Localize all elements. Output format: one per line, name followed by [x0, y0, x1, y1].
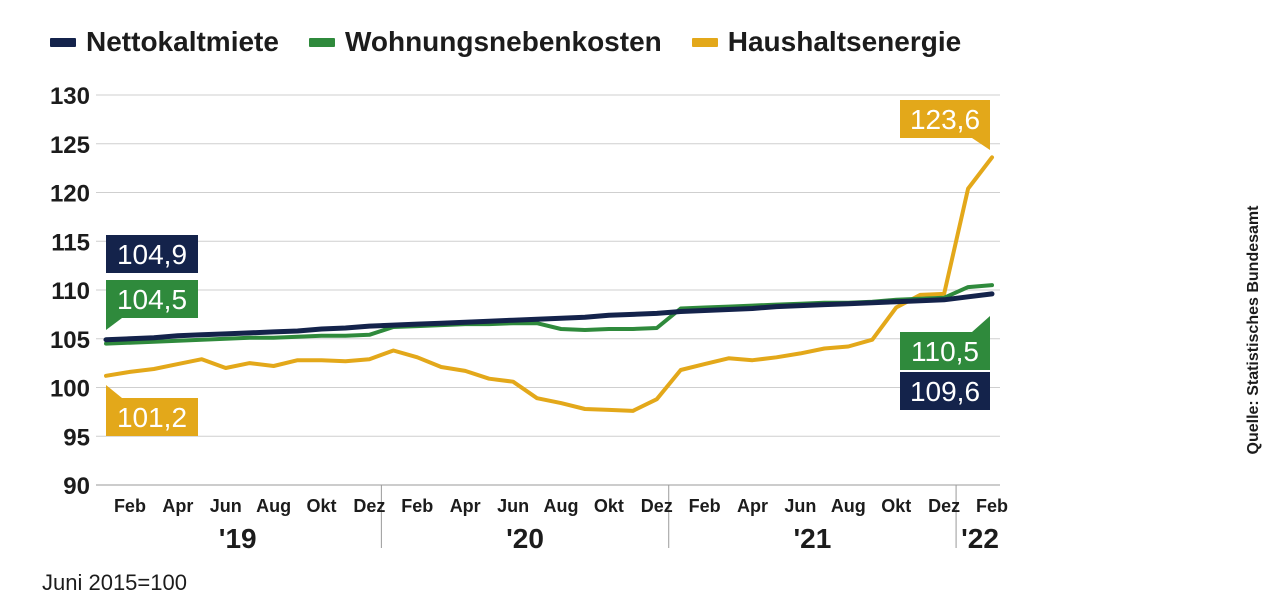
end-label-wohnungsnebenkosten-pointer: [972, 316, 990, 332]
x-tick-label: Jun: [497, 496, 529, 516]
start-label-nettokaltmiete-box: [106, 235, 198, 273]
y-tick-label: 120: [50, 181, 90, 208]
x-tick-label: Aug: [543, 496, 578, 516]
y-tick-label: 90: [63, 473, 90, 500]
end-label-nettokaltmiete: 109,6: [910, 376, 980, 407]
x-tick-label: Dez: [928, 496, 960, 516]
end-label-wohnungsnebenkosten: 110,5: [911, 336, 979, 367]
legend-item-haushaltsenergie: Haushaltsenergie: [691, 26, 962, 58]
legend-item-nettokaltmiete: Nettokaltmiete: [50, 26, 279, 58]
end-label-haushaltsenergie-pointer: [972, 138, 990, 150]
source-credit: Quelle: Statistisches Bundesamt: [1245, 205, 1262, 455]
year-label: '20: [506, 523, 544, 554]
y-tick-label: 125: [50, 132, 90, 159]
chart-legend: Nettokaltmiete Wohnungsnebenkosten Haush…: [50, 26, 961, 58]
x-tick-label: Okt: [307, 496, 337, 516]
legend-swatch-nettokaltmiete: [50, 37, 76, 47]
y-tick-label: 95: [63, 424, 90, 451]
legend-swatch-haushaltsenergie: [691, 37, 718, 47]
x-tick-label: Feb: [114, 496, 146, 516]
legend-label-haushaltsenergie: Haushaltsenergie: [727, 26, 962, 57]
y-tick-label: 110: [51, 278, 90, 305]
legend-swatch-wohnungsnebenkosten: [308, 37, 335, 47]
start-label-wohnungsnebenkosten-pointer: [106, 318, 122, 330]
x-tick-label: Apr: [450, 496, 481, 516]
legend-label-nettokaltmiete: Nettokaltmiete: [86, 26, 279, 57]
x-tick-label: Jun: [784, 496, 816, 516]
year-label: '21: [793, 523, 831, 554]
x-tick-label: Dez: [641, 496, 673, 516]
x-tick-label: Apr: [737, 496, 768, 516]
year-label: '19: [219, 523, 257, 554]
x-tick-label: Aug: [831, 496, 866, 516]
x-tick-label: Dez: [353, 496, 385, 516]
base-note: Juni 2015=100: [42, 570, 187, 595]
series-line-0: [103, 291, 995, 343]
start-label-haushaltsenergie-pointer: [106, 385, 122, 398]
start-label-haushaltsenergie: 101,2: [117, 402, 187, 433]
end-label-wohnungsnebenkosten-box: [900, 332, 990, 370]
y-tick-label: 115: [51, 229, 90, 256]
x-tick-label: Feb: [689, 496, 721, 516]
legend-label-wohnungsnebenkosten: Wohnungsnebenkosten: [344, 26, 662, 57]
end-label-nettokaltmiete-box: [900, 372, 990, 410]
y-tick-label: 130: [50, 83, 90, 110]
year-label: '22: [961, 523, 999, 554]
legend-item-wohnungsnebenkosten: Wohnungsnebenkosten: [308, 26, 662, 58]
x-tick-label: Okt: [881, 496, 911, 516]
x-tick-label: Feb: [976, 496, 1008, 516]
start-label-wohnungsnebenkosten-box: [106, 280, 198, 318]
x-tick-label: Aug: [256, 496, 291, 516]
start-label-wohnungsnebenkosten: 104,5: [117, 284, 187, 315]
y-tick-label: 105: [50, 327, 90, 354]
start-label-haushaltsenergie-box: [106, 398, 198, 436]
x-tick-label: Jun: [210, 496, 242, 516]
series-line-2: [104, 155, 994, 413]
x-tick-label: Okt: [594, 496, 624, 516]
end-label-haushaltsenergie-box: [900, 100, 990, 138]
x-tick-label: Apr: [162, 496, 193, 516]
end-label-haushaltsenergie: 123,6: [910, 104, 980, 135]
start-label-nettokaltmiete: 104,9: [117, 239, 187, 270]
y-tick-label: 100: [50, 376, 90, 403]
x-tick-label: Feb: [401, 496, 433, 516]
